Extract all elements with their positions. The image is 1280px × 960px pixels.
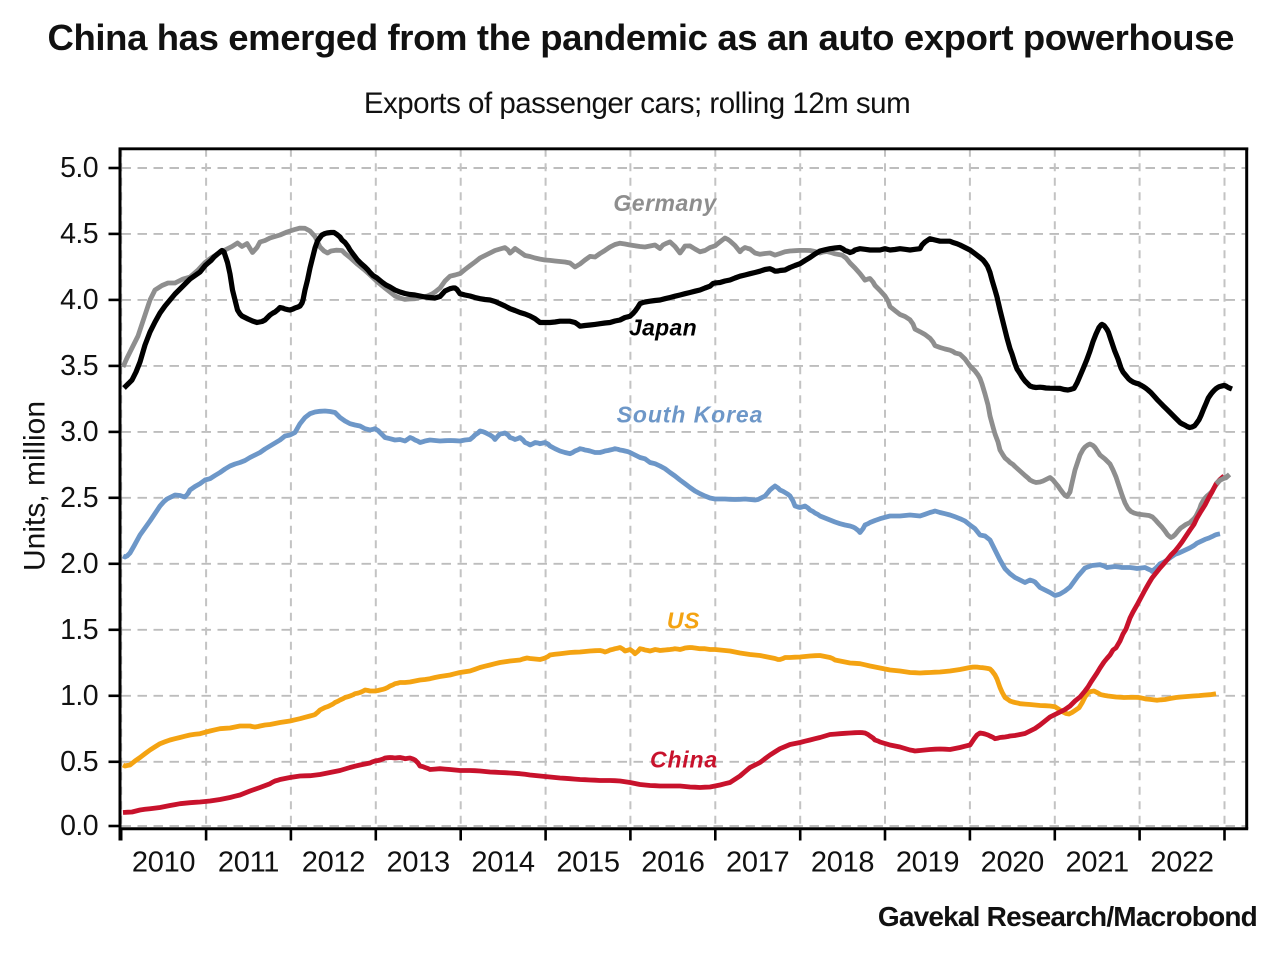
svg-text:4.0: 4.0 — [60, 284, 98, 316]
svg-text:China has emerged from the pan: China has emerged from the pandemic as a… — [48, 17, 1235, 58]
svg-text:2016: 2016 — [641, 847, 704, 879]
svg-text:2017: 2017 — [726, 847, 789, 879]
svg-text:Japan: Japan — [629, 315, 697, 341]
svg-text:0.0: 0.0 — [60, 810, 98, 842]
svg-text:Gavekal Research/Macrobond: Gavekal Research/Macrobond — [878, 901, 1257, 932]
svg-text:Units, million: Units, million — [19, 401, 52, 571]
svg-text:2010: 2010 — [132, 847, 195, 879]
svg-text:2.0: 2.0 — [60, 548, 98, 580]
svg-text:4.5: 4.5 — [60, 218, 98, 250]
svg-text:2014: 2014 — [471, 847, 534, 879]
svg-text:3.0: 3.0 — [60, 416, 98, 448]
svg-text:0.5: 0.5 — [60, 746, 98, 778]
svg-text:US: US — [667, 608, 700, 634]
svg-text:2012: 2012 — [302, 847, 365, 879]
svg-text:2022: 2022 — [1150, 847, 1213, 879]
svg-text:2019: 2019 — [896, 847, 959, 879]
svg-text:Germany: Germany — [613, 190, 717, 216]
svg-text:2013: 2013 — [387, 847, 450, 879]
svg-text:China: China — [650, 747, 718, 773]
svg-text:Exports of passenger cars; rol: Exports of passenger cars; rolling 12m s… — [364, 87, 910, 120]
svg-text:5.0: 5.0 — [60, 152, 98, 184]
svg-text:2.5: 2.5 — [60, 482, 98, 514]
svg-text:3.5: 3.5 — [60, 350, 98, 382]
svg-text:1.5: 1.5 — [60, 614, 98, 646]
svg-text:2018: 2018 — [811, 847, 874, 879]
svg-text:1.0: 1.0 — [60, 680, 98, 712]
svg-text:2015: 2015 — [556, 847, 619, 879]
svg-text:2020: 2020 — [981, 847, 1044, 879]
svg-text:South Korea: South Korea — [617, 402, 764, 428]
svg-text:2021: 2021 — [1066, 847, 1129, 879]
svg-text:2011: 2011 — [218, 847, 279, 879]
